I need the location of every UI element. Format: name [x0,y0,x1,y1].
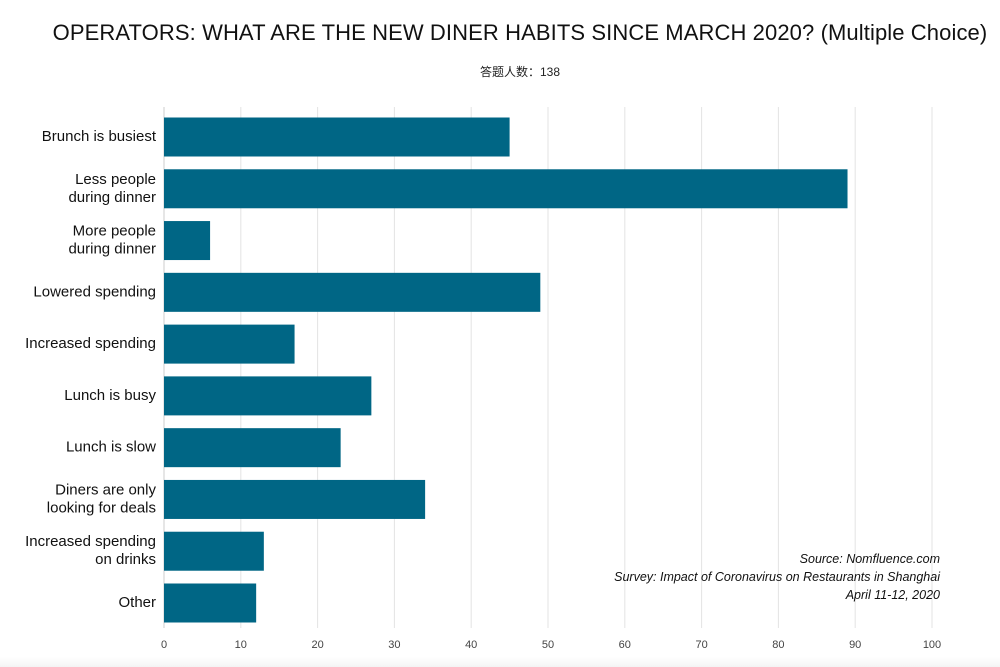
x-tick-label: 20 [311,639,323,651]
category-label: Lunch is busy [64,387,156,404]
survey-line: Survey: Impact of Coronavirus on Restaur… [614,570,940,584]
category-label: More people during dinner [68,223,156,258]
x-axis-ticks: 0 10 20 30 40 50 60 70 80 90 100 [161,639,941,651]
x-tick-label: 80 [772,639,784,651]
category-labels: Brunch is busiest Less people during dinne… [25,128,157,611]
category-label: Increased spending on drinks [25,533,156,568]
x-tick-label: 50 [542,639,554,651]
bar [164,531,264,571]
category-label: Brunch is busiest [42,128,157,145]
chart-subtitle: 答题人数：138 [479,65,561,79]
x-tick-label: 60 [619,639,631,651]
x-tick-label: 0 [161,639,167,651]
category-label: Other [118,594,156,611]
bar [164,376,372,416]
x-tick-label: 10 [235,639,247,651]
x-tick-label: 30 [388,639,400,651]
x-tick-label: 40 [465,639,477,651]
bar [164,221,211,261]
source-line: Source: Nomfluence.com [799,552,940,566]
bar [164,169,848,209]
bars-layer [164,117,848,623]
x-tick-label: 90 [849,639,861,651]
bar [164,117,510,157]
bar [164,583,257,623]
x-tick-label: 70 [695,639,707,651]
category-label: Lunch is slow [66,439,156,456]
bar [164,479,426,519]
category-label: Diners are only looking for deals [47,481,157,516]
category-label: Less people during dinner [68,171,156,206]
source-note: Source: Nomfluence.com Survey: Impact of… [614,550,940,604]
category-label: Lowered spending [33,283,156,300]
bar [164,272,541,312]
date-line: April 11-12, 2020 [845,588,940,602]
bottom-fade [0,657,1000,667]
chart-title: OPERATORS: WHAT ARE THE NEW DINER HABITS… [52,20,988,45]
bar [164,428,341,468]
category-label: Increased spending [25,335,156,352]
x-tick-label: 100 [923,639,941,651]
bar [164,324,295,364]
